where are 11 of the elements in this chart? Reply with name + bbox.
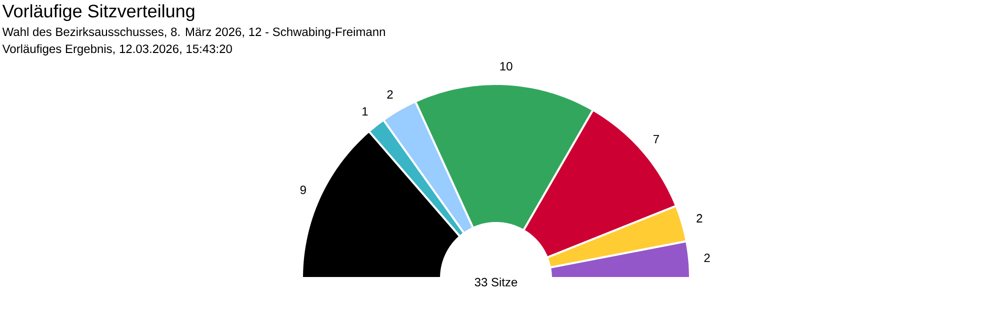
data-label: 10 [500,62,512,70]
data-label: 2 [704,254,710,262]
text: 33 Sitze [474,278,518,286]
data-label: 2 [387,90,393,99]
data-label: 1 [362,107,368,116]
text: Wahl des Bezirksausschusses, 8. März 2026, 12 - Schwabing-Freimann [2,27,385,38]
data-label: 2 [696,214,702,222]
text: Vorläufiges Ergebnis, 12.03.2026, 15:43:20 [2,44,232,56]
data-label: 7 [653,135,659,144]
text: Vorläufige Sitzverteilung [2,4,194,22]
data-label: 9 [300,186,306,194]
